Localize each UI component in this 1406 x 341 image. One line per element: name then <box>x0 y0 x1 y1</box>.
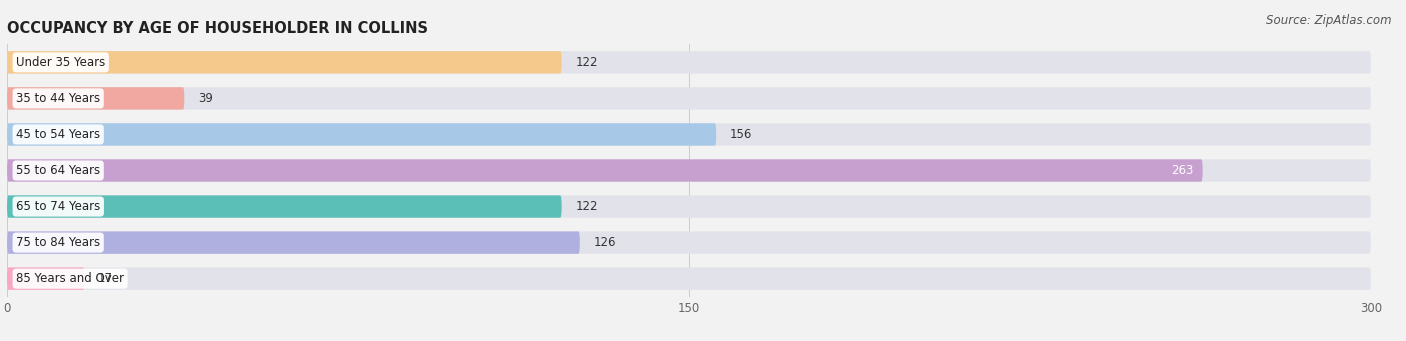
Text: Source: ZipAtlas.com: Source: ZipAtlas.com <box>1267 14 1392 27</box>
FancyBboxPatch shape <box>7 159 1202 182</box>
Text: 45 to 54 Years: 45 to 54 Years <box>15 128 100 141</box>
FancyBboxPatch shape <box>7 232 579 254</box>
Text: 55 to 64 Years: 55 to 64 Years <box>15 164 100 177</box>
FancyBboxPatch shape <box>7 87 184 109</box>
FancyBboxPatch shape <box>7 123 1371 146</box>
Text: 122: 122 <box>575 200 598 213</box>
FancyBboxPatch shape <box>7 159 1371 182</box>
FancyBboxPatch shape <box>7 267 1371 290</box>
Text: 75 to 84 Years: 75 to 84 Years <box>15 236 100 249</box>
Text: 156: 156 <box>730 128 752 141</box>
Text: Under 35 Years: Under 35 Years <box>15 56 105 69</box>
Text: 85 Years and Over: 85 Years and Over <box>15 272 124 285</box>
Text: 35 to 44 Years: 35 to 44 Years <box>15 92 100 105</box>
Text: 17: 17 <box>98 272 112 285</box>
Text: 65 to 74 Years: 65 to 74 Years <box>15 200 100 213</box>
FancyBboxPatch shape <box>7 123 716 146</box>
Text: 39: 39 <box>198 92 212 105</box>
Text: 126: 126 <box>593 236 616 249</box>
FancyBboxPatch shape <box>7 232 1371 254</box>
Text: 263: 263 <box>1171 164 1194 177</box>
Text: OCCUPANCY BY AGE OF HOUSEHOLDER IN COLLINS: OCCUPANCY BY AGE OF HOUSEHOLDER IN COLLI… <box>7 21 427 36</box>
FancyBboxPatch shape <box>7 51 561 74</box>
FancyBboxPatch shape <box>7 51 1371 74</box>
Text: 122: 122 <box>575 56 598 69</box>
FancyBboxPatch shape <box>7 267 84 290</box>
FancyBboxPatch shape <box>7 195 561 218</box>
FancyBboxPatch shape <box>7 87 1371 109</box>
FancyBboxPatch shape <box>7 195 1371 218</box>
